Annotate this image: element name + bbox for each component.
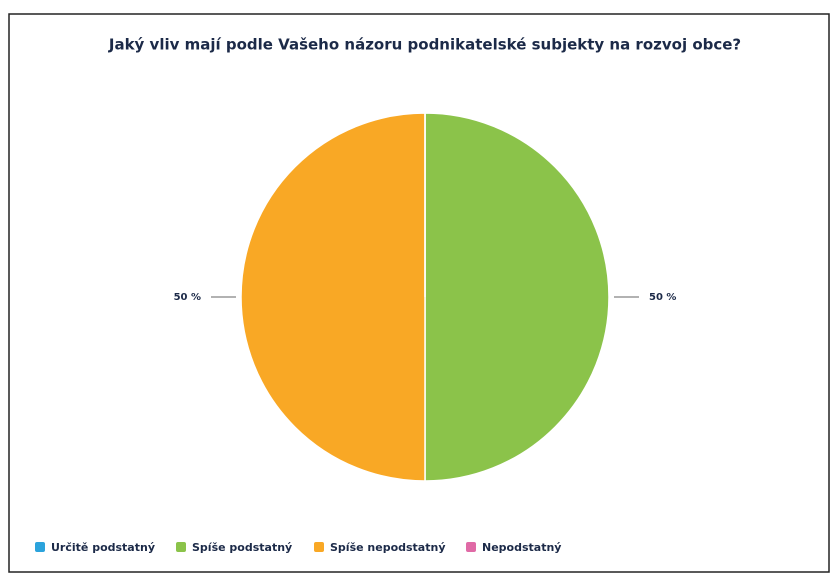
legend-label: Určitě podstatný xyxy=(51,541,155,554)
legend-label: Spíše nepodstatný xyxy=(330,541,446,554)
chart-title: Jaký vliv mají podle Vašeho názoru podni… xyxy=(108,36,741,54)
legend-marker xyxy=(314,542,324,552)
legend-marker xyxy=(176,542,186,552)
data-label: 50 % xyxy=(174,292,201,303)
pie-slice xyxy=(240,112,426,482)
legend-marker xyxy=(466,542,476,552)
legend-marker xyxy=(35,542,45,552)
legend-label: Spíše podstatný xyxy=(192,541,292,554)
data-label: 50 % xyxy=(649,292,676,303)
legend-label: Nepodstatný xyxy=(482,541,561,554)
pie-slice xyxy=(424,112,610,482)
